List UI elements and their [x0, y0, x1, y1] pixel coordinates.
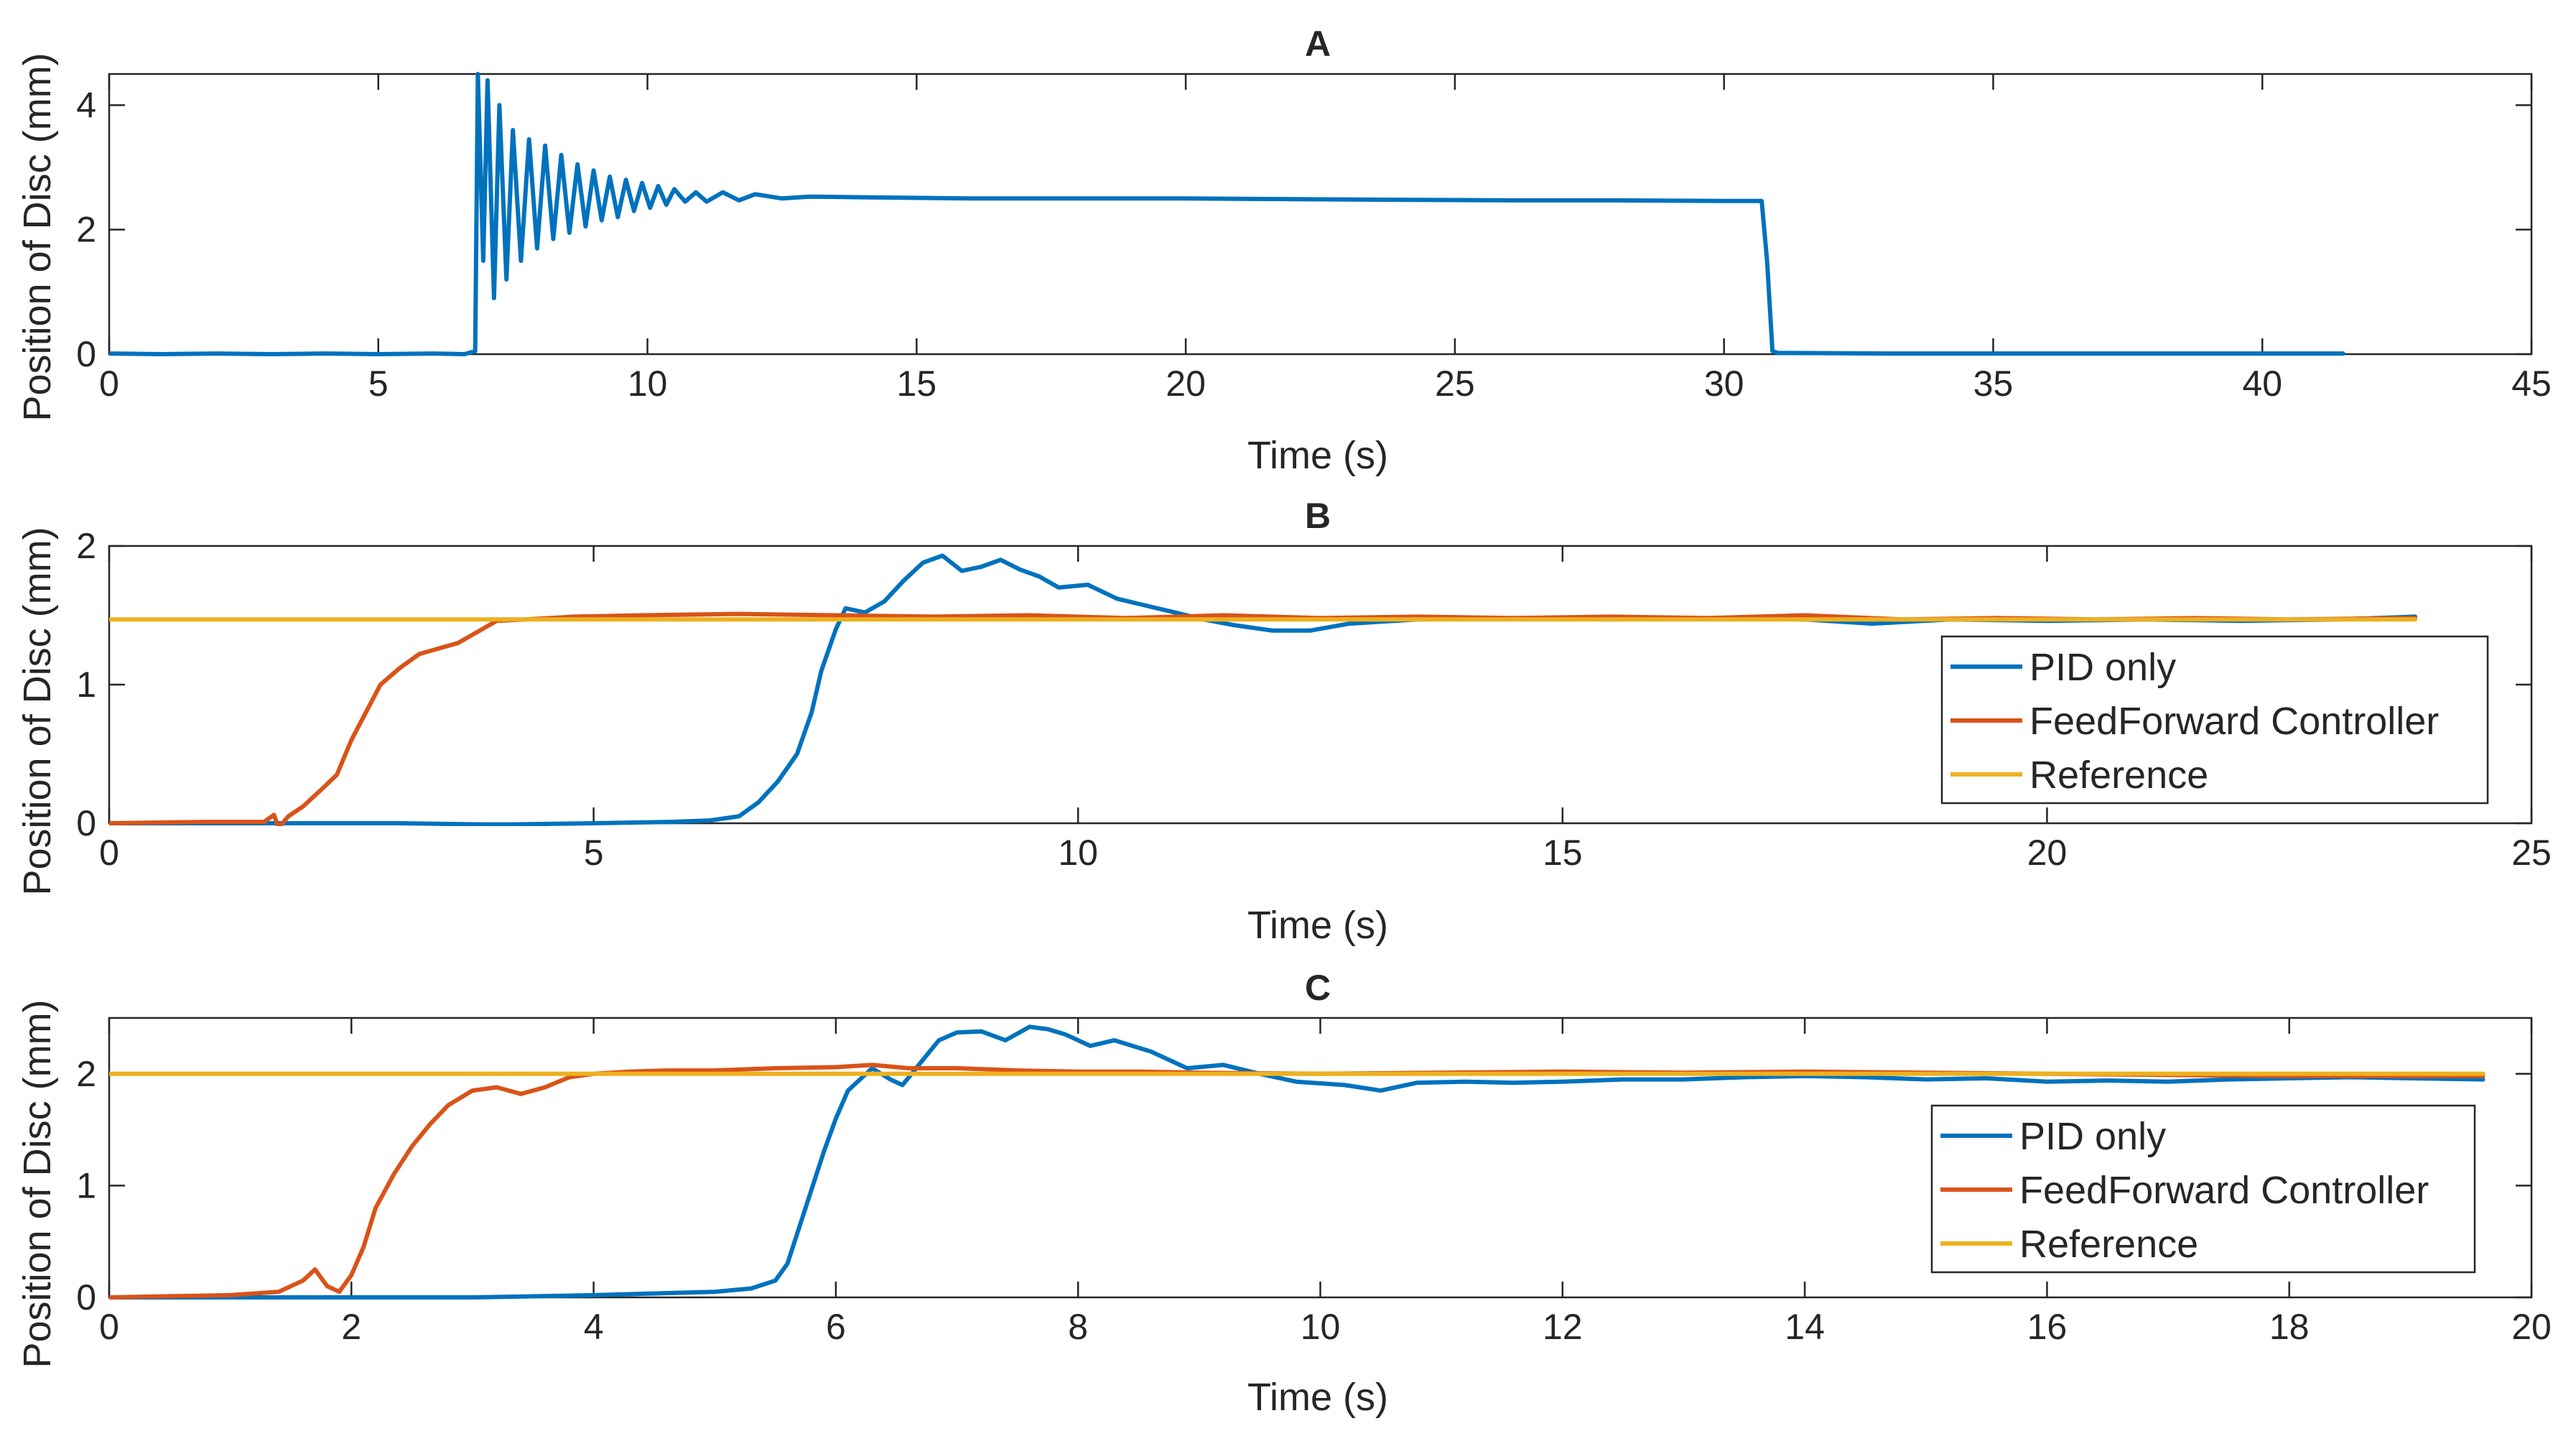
panel-b-series-feedforward-controller-line	[109, 611, 2418, 826]
panel-a-xtick-label: 20	[1166, 363, 1206, 404]
panel-a-xtick-label: 35	[1973, 363, 2014, 404]
panel-a: A Time (s) Position of Disc (mm)	[16, 24, 1388, 477]
panel-c-series-pid-only-line	[109, 1024, 2486, 1300]
panel-a-ylabel: Position of Disc (mm)	[16, 52, 59, 421]
panel-a-series-group	[109, 72, 2345, 356]
panel-c-xtick-label: 2	[341, 1307, 361, 1347]
panel-c-xtick-label: 20	[2511, 1307, 2552, 1347]
panel-b-legend-label-reference: Reference	[2029, 754, 2208, 797]
panel-b-xtick-label: 20	[2027, 833, 2068, 873]
panel-a-ytick-label: 4	[76, 85, 96, 125]
panel-c-xtick-label: 12	[1543, 1307, 1583, 1347]
panel-b-legend-label-pid-only: PID only	[2029, 646, 2176, 689]
panel-c-legend: PID only FeedForward Controller Reference	[1930, 1104, 2476, 1274]
panel-a-xlabel: Time (s)	[1247, 434, 1388, 477]
panel-c-legend-label-reference: Reference	[2019, 1223, 2198, 1266]
panel-b-xtick-label: 15	[1543, 833, 1583, 873]
panel-c-ytick-label: 0	[76, 1277, 96, 1317]
panel-b-legend-box	[1940, 635, 2489, 805]
panel-c-ytick-label: 2	[76, 1054, 96, 1094]
panel-c-legend-label-feedforward-controller: FeedForward Controller	[2019, 1169, 2429, 1212]
panel-b-legend: PID only FeedForward Controller Reference	[1940, 635, 2489, 805]
panel-b-xlabel: Time (s)	[1247, 904, 1388, 947]
panel-c-title: C	[1305, 968, 1331, 1008]
panel-b-xtick-label: 5	[584, 833, 604, 873]
panel-a-xtick-label: 45	[2511, 363, 2552, 404]
panel-b-title: B	[1305, 496, 1331, 536]
panel-a-plot-area	[108, 73, 2533, 356]
panel-b-ylabel: Position of Disc (mm)	[16, 527, 59, 895]
panel-c-series-group	[109, 1024, 2486, 1300]
panel-b-xtick-label: 0	[99, 833, 119, 873]
panel-a-xtick-label: 15	[897, 363, 937, 404]
panel-b-xtick-label: 25	[2511, 833, 2552, 873]
panel-c-ytick-label: 1	[76, 1165, 96, 1205]
panel-a-xtick-label: 5	[368, 363, 389, 404]
panel-a-ytick-label: 0	[76, 334, 96, 374]
panel-b-ytick-label: 0	[76, 803, 96, 843]
panel-c-xtick-label: 8	[1068, 1307, 1088, 1347]
panel-c-xtick-label: 4	[584, 1307, 604, 1347]
panel-c-xlabel: Time (s)	[1247, 1376, 1388, 1419]
panel-a-xtick-label: 0	[99, 363, 119, 404]
panel-c-xtick-label: 16	[2027, 1307, 2068, 1347]
panel-a-title: A	[1305, 24, 1331, 64]
panel-b-xtick-label: 10	[1058, 833, 1098, 873]
panel-b-ytick-label: 1	[76, 664, 96, 705]
panel-a-xtick-label: 40	[2242, 363, 2282, 404]
panel-a-xtick-label: 30	[1704, 363, 1744, 404]
panel-b-legend-label-feedforward-controller: FeedForward Controller	[2029, 700, 2439, 743]
panel-c-xtick-label: 6	[826, 1307, 846, 1347]
panel-b: B Time (s) Position of Disc (mm)	[16, 496, 1388, 947]
panel-a-xtick-label: 10	[628, 363, 668, 404]
panel-b-ytick-label: 2	[76, 526, 96, 566]
panel-c-xtick-label: 0	[99, 1307, 119, 1347]
panel-c-xtick-label: 18	[2269, 1307, 2310, 1347]
panel-c-legend-box	[1930, 1104, 2476, 1274]
panel-c-ylabel: Position of Disc (mm)	[16, 999, 59, 1368]
panel-c: C Time (s) Position of Disc (mm)	[16, 968, 1388, 1419]
panel-b-series-group	[109, 553, 2418, 826]
panel-c-xtick-label: 10	[1301, 1307, 1341, 1347]
panel-c-xtick-label: 14	[1785, 1307, 1825, 1347]
panel-a-series-position-line	[109, 72, 2345, 356]
panel-a-axes: 0 5 10 15 20 25 30 35 40 45 0 2 4	[76, 72, 2552, 404]
panel-c-legend-label-pid-only: PID only	[2019, 1115, 2166, 1158]
panel-b-axes: 0 5 10 15 20 25 0 1 2 PID only FeedForward Control…	[76, 526, 2552, 873]
panel-a-xtick-label: 25	[1435, 363, 1475, 404]
panel-a-ytick-label: 2	[76, 210, 96, 250]
